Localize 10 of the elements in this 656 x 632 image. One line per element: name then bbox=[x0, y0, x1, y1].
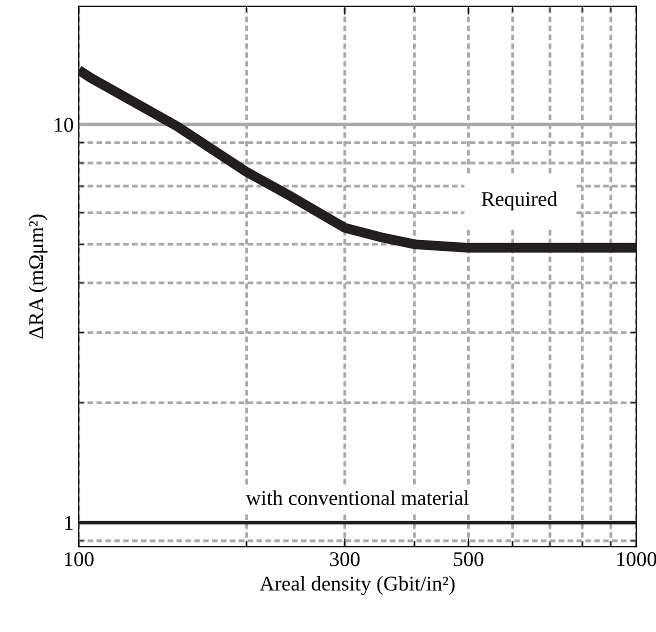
annotation: Required bbox=[482, 191, 558, 210]
y-tick-label: 10 bbox=[54, 118, 74, 132]
x-axis-title: Areal density (Gbit/in²) bbox=[260, 576, 455, 595]
y-tick-label: 1 bbox=[65, 516, 73, 530]
y-axis-title: ΔRA (mΩμm²) bbox=[28, 214, 48, 338]
x-tick-label: 500 bbox=[454, 552, 484, 566]
x-tick-label: 300 bbox=[330, 552, 360, 566]
ref-line-label: with conventional material bbox=[246, 490, 469, 506]
x-tick-label: 100 bbox=[64, 552, 94, 566]
x-tick-label: 1000 bbox=[617, 552, 656, 566]
